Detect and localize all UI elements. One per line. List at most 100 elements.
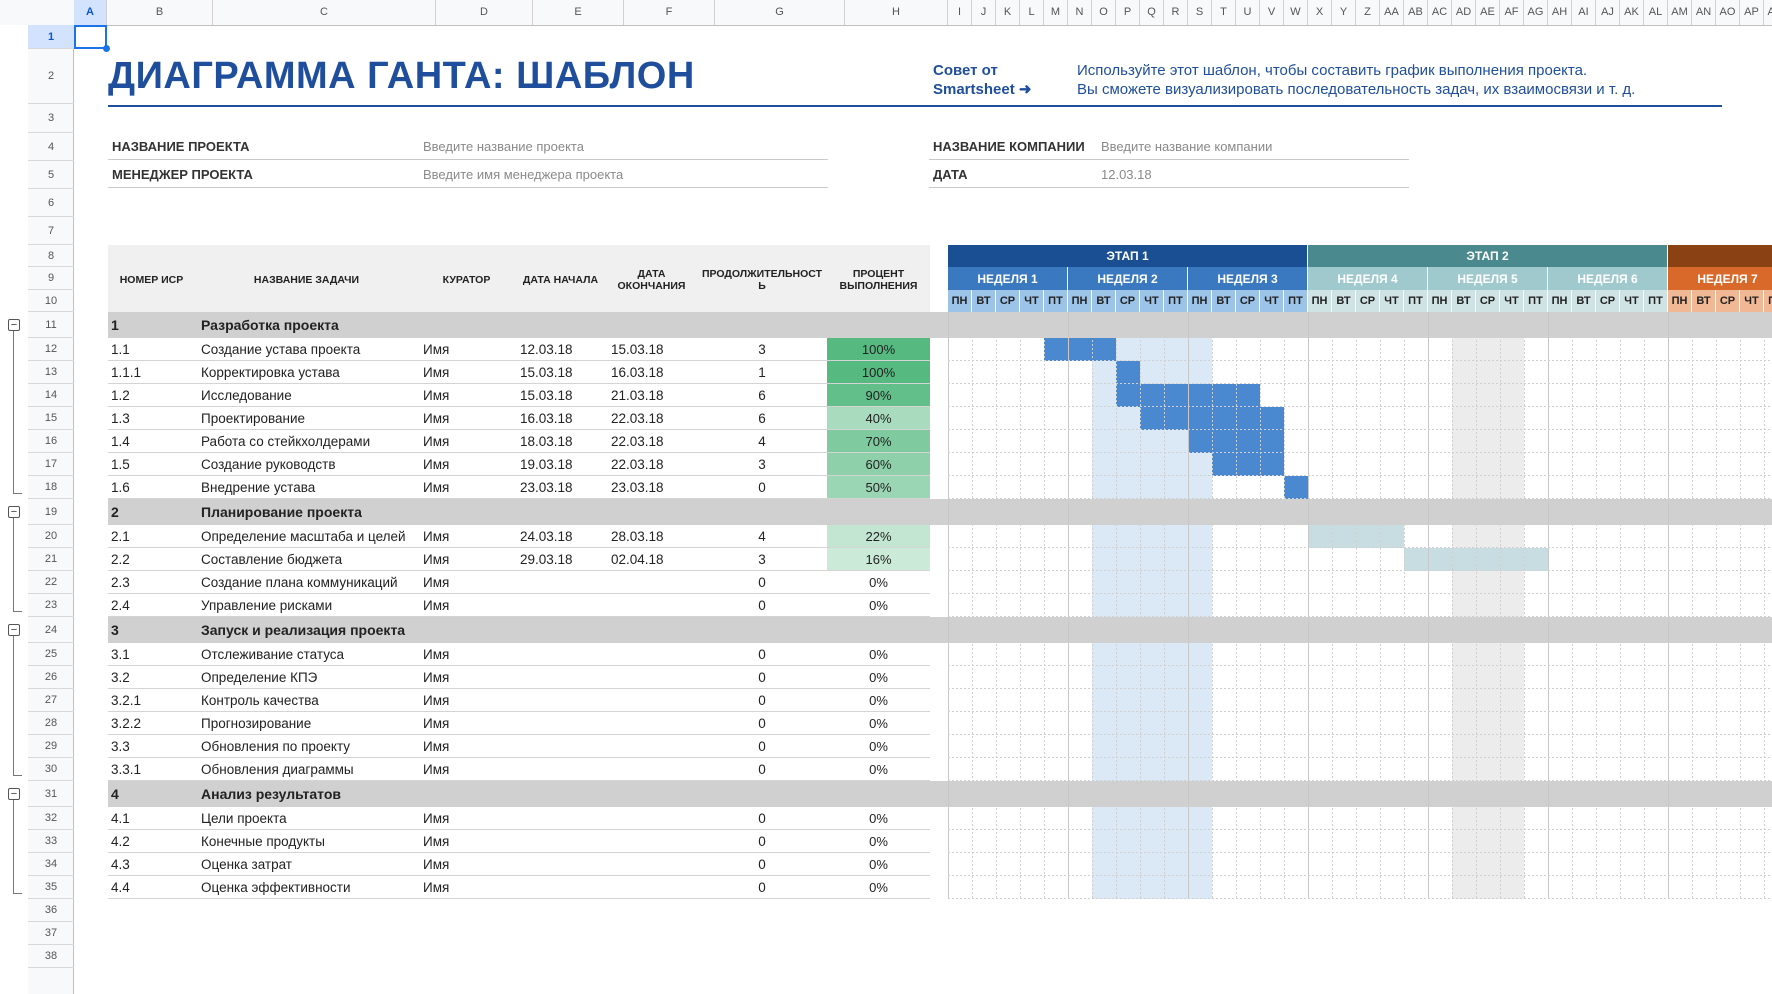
row-header-4[interactable]: 4 — [28, 133, 74, 161]
end-date-cell[interactable]: 22.03.18 — [611, 411, 664, 426]
wbs-cell[interactable]: 4.2 — [111, 834, 130, 849]
percent-complete-cell[interactable]: 90% — [827, 384, 930, 406]
start-date-cell[interactable]: 15.03.18 — [520, 365, 573, 380]
column-header-ao[interactable]: AO — [1716, 0, 1740, 25]
duration-cell[interactable]: 6 — [758, 411, 766, 426]
percent-complete-cell[interactable]: 0% — [869, 715, 888, 731]
percent-complete-cell[interactable]: 0% — [869, 856, 888, 872]
task-name-cell[interactable]: Создание устава проекта — [201, 342, 361, 357]
owner-cell[interactable]: Имя — [423, 811, 450, 826]
owner-cell[interactable]: Имя — [423, 411, 450, 426]
date-field[interactable]: 12.03.18 — [1101, 167, 1152, 182]
start-date-cell[interactable]: 16.03.18 — [520, 411, 573, 426]
wbs-cell[interactable]: 3.3.1 — [111, 762, 142, 777]
column-header-x[interactable]: X — [1308, 0, 1332, 25]
task-name-cell[interactable]: Прогнозирование — [201, 716, 312, 731]
row-header-16[interactable]: 16 — [28, 430, 74, 453]
duration-cell[interactable]: 0 — [758, 857, 766, 872]
duration-cell[interactable]: 0 — [758, 480, 766, 495]
duration-cell[interactable]: 3 — [758, 342, 766, 357]
row-header-17[interactable]: 17 — [28, 453, 74, 476]
row-header-13[interactable]: 13 — [28, 361, 74, 384]
owner-cell[interactable]: Имя — [423, 598, 450, 613]
duration-cell[interactable]: 0 — [758, 739, 766, 754]
wbs-cell[interactable]: 2.2 — [111, 552, 130, 567]
end-date-cell[interactable]: 28.03.18 — [611, 529, 664, 544]
column-header-ae[interactable]: AE — [1476, 0, 1500, 25]
row-header-30[interactable]: 30 — [28, 758, 74, 781]
owner-cell[interactable]: Имя — [423, 480, 450, 495]
table-row[interactable] — [108, 593, 930, 594]
end-date-cell[interactable]: 21.03.18 — [611, 388, 664, 403]
column-header-p[interactable]: P — [1116, 0, 1140, 25]
duration-cell[interactable]: 3 — [758, 457, 766, 472]
column-header-k[interactable]: K — [996, 0, 1020, 25]
table-row[interactable] — [108, 452, 930, 453]
percent-complete-cell[interactable]: 60% — [827, 453, 930, 475]
wbs-cell[interactable]: 2.3 — [111, 575, 130, 590]
column-header-ad[interactable]: AD — [1452, 0, 1476, 25]
column-header-r[interactable]: R — [1164, 0, 1188, 25]
duration-cell[interactable]: 6 — [758, 388, 766, 403]
column-header-w[interactable]: W — [1284, 0, 1308, 25]
wbs-cell[interactable]: 1.2 — [111, 388, 130, 403]
column-header-ab[interactable]: AB — [1404, 0, 1428, 25]
duration-cell[interactable]: 0 — [758, 598, 766, 613]
end-date-cell[interactable]: 22.03.18 — [611, 434, 664, 449]
column-header-aq[interactable]: AQ — [1764, 0, 1772, 25]
row-header-22[interactable]: 22 — [28, 571, 74, 594]
wbs-cell[interactable]: 3.1 — [111, 647, 130, 662]
table-row[interactable] — [108, 780, 930, 781]
owner-cell[interactable]: Имя — [423, 434, 450, 449]
row-header-5[interactable]: 5 — [28, 161, 74, 189]
task-name-cell[interactable]: Составление бюджета — [201, 552, 343, 567]
end-date-cell[interactable]: 22.03.18 — [611, 457, 664, 472]
row-header-26[interactable]: 26 — [28, 666, 74, 689]
table-row[interactable] — [108, 406, 930, 407]
row-header-31[interactable]: 31 — [28, 781, 74, 807]
column-header-aa[interactable]: AA — [1380, 0, 1404, 25]
owner-cell[interactable]: Имя — [423, 880, 450, 895]
selected-cell[interactable] — [74, 25, 107, 49]
row-header-2[interactable]: 2 — [28, 49, 74, 104]
table-row[interactable] — [108, 734, 930, 735]
percent-complete-cell[interactable]: 100% — [827, 361, 930, 383]
column-header-ai[interactable]: AI — [1572, 0, 1596, 25]
table-row[interactable] — [108, 711, 930, 712]
owner-cell[interactable]: Имя — [423, 647, 450, 662]
percent-complete-cell[interactable]: 22% — [827, 525, 930, 547]
end-date-cell[interactable]: 16.03.18 — [611, 365, 664, 380]
owner-cell[interactable]: Имя — [423, 552, 450, 567]
percent-complete-cell[interactable]: 50% — [827, 476, 930, 498]
column-header-j[interactable]: J — [972, 0, 996, 25]
column-header-ap[interactable]: AP — [1740, 0, 1764, 25]
row-header-35[interactable]: 35 — [28, 876, 74, 899]
table-row[interactable] — [108, 429, 930, 430]
task-name-cell[interactable]: Оценка затрат — [201, 857, 292, 872]
column-header-d[interactable]: D — [436, 0, 533, 25]
wbs-cell[interactable]: 3.2 — [111, 670, 130, 685]
duration-cell[interactable]: 0 — [758, 880, 766, 895]
duration-cell[interactable]: 0 — [758, 575, 766, 590]
row-header-36[interactable]: 36 — [28, 899, 74, 922]
task-name-cell[interactable]: Создание руководств — [201, 457, 336, 472]
table-row[interactable] — [108, 547, 930, 548]
row-header-34[interactable]: 34 — [28, 853, 74, 876]
table-row[interactable] — [108, 852, 930, 853]
owner-cell[interactable]: Имя — [423, 365, 450, 380]
row-header-11[interactable]: 11 — [28, 312, 74, 338]
row-header-15[interactable]: 15 — [28, 407, 74, 430]
row-header-10[interactable]: 10 — [28, 290, 74, 312]
table-row[interactable] — [108, 898, 930, 899]
sheet-grid[interactable]: ДИАГРАММА ГАНТА: ШАБЛОН Совет от Smartsh… — [74, 25, 1772, 994]
company-name-field[interactable]: Введите название компании — [1101, 139, 1273, 154]
start-date-cell[interactable]: 15.03.18 — [520, 388, 573, 403]
row-header-37[interactable]: 37 — [28, 922, 74, 945]
column-header-i[interactable]: I — [948, 0, 972, 25]
column-header-m[interactable]: M — [1044, 0, 1068, 25]
owner-cell[interactable]: Имя — [423, 834, 450, 849]
start-date-cell[interactable]: 18.03.18 — [520, 434, 573, 449]
row-header-19[interactable]: 19 — [28, 499, 74, 525]
task-name-cell[interactable]: Создание плана коммуникаций — [201, 575, 398, 590]
owner-cell[interactable]: Имя — [423, 762, 450, 777]
